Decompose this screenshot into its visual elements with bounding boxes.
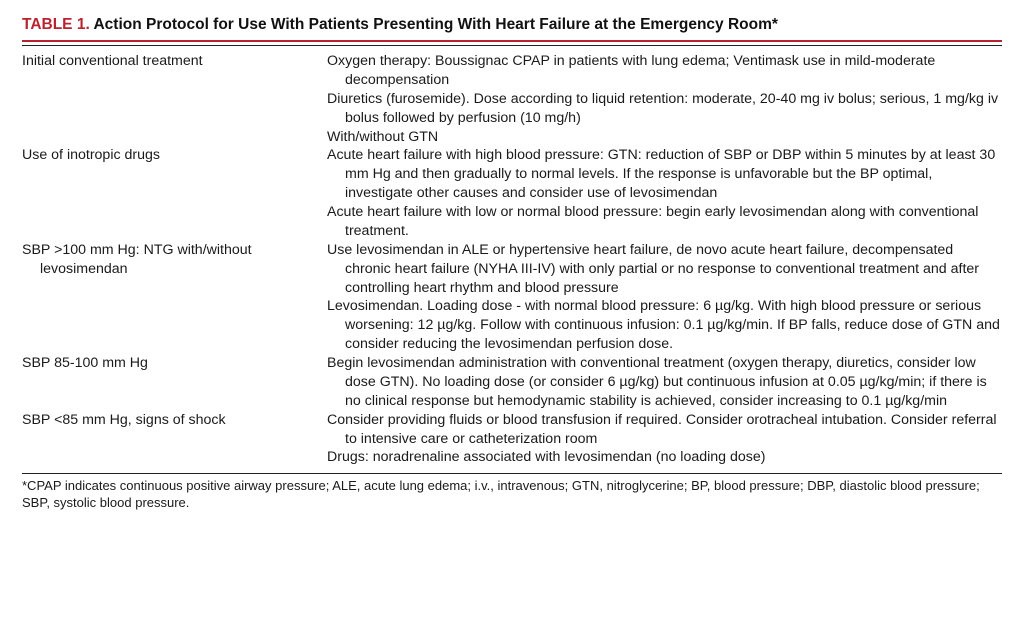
row-detail: Use levosimendan in ALE or hypertensive … bbox=[327, 241, 1002, 298]
row-category: SBP >100 mm Hg: NTG with/without levosim… bbox=[22, 241, 327, 279]
row-detail: Drugs: noradrenaline associated with lev… bbox=[327, 448, 1002, 467]
table-title-text: Action Protocol for Use With Patients Pr… bbox=[93, 16, 777, 33]
row-category-cell: SBP <85 mm Hg, signs of shock bbox=[22, 411, 327, 468]
table-row: SBP 85-100 mm HgBegin levosimendan admin… bbox=[22, 354, 1002, 411]
row-detail: Oxygen therapy: Boussignac CPAP in patie… bbox=[327, 52, 1002, 90]
row-category-cell: Use of inotropic drugs bbox=[22, 146, 327, 240]
row-category-cell: SBP >100 mm Hg: NTG with/without levosim… bbox=[22, 241, 327, 354]
protocol-table: Initial conventional treatmentOxygen the… bbox=[22, 52, 1002, 467]
table-footnote: *CPAP indicates continuous positive airw… bbox=[22, 478, 1002, 512]
row-detail-cell: Acute heart failure with high blood pres… bbox=[327, 146, 1002, 240]
table-container: TABLE 1. Action Protocol for Use With Pa… bbox=[22, 16, 1002, 512]
row-category: SBP 85-100 mm Hg bbox=[22, 354, 327, 373]
row-category: SBP <85 mm Hg, signs of shock bbox=[22, 411, 327, 430]
table-row: SBP <85 mm Hg, signs of shockConsider pr… bbox=[22, 411, 1002, 468]
row-detail-cell: Consider providing fluids or blood trans… bbox=[327, 411, 1002, 468]
table-row: SBP >100 mm Hg: NTG with/without levosim… bbox=[22, 241, 1002, 354]
row-detail: Diuretics (furosemide). Dose according t… bbox=[327, 90, 1002, 128]
row-category: Initial conventional treatment bbox=[22, 52, 327, 71]
table-row: Initial conventional treatmentOxygen the… bbox=[22, 52, 1002, 146]
top-rule bbox=[22, 40, 1002, 46]
row-detail: Begin levosimendan administration with c… bbox=[327, 354, 1002, 411]
table-label: TABLE 1. bbox=[22, 16, 90, 33]
row-detail-cell: Oxygen therapy: Boussignac CPAP in patie… bbox=[327, 52, 1002, 146]
row-detail: Acute heart failure with low or normal b… bbox=[327, 203, 1002, 241]
table-row: Use of inotropic drugsAcute heart failur… bbox=[22, 146, 1002, 240]
row-category-cell: SBP 85-100 mm Hg bbox=[22, 354, 327, 411]
protocol-body: Initial conventional treatmentOxygen the… bbox=[22, 52, 1002, 467]
row-detail-cell: Begin levosimendan administration with c… bbox=[327, 354, 1002, 411]
row-category: Use of inotropic drugs bbox=[22, 146, 327, 165]
table-title: TABLE 1. Action Protocol for Use With Pa… bbox=[22, 16, 1002, 40]
row-detail: With/without GTN bbox=[327, 128, 1002, 147]
row-detail: Consider providing fluids or blood trans… bbox=[327, 411, 1002, 449]
row-detail-cell: Use levosimendan in ALE or hypertensive … bbox=[327, 241, 1002, 354]
bottom-rule: *CPAP indicates continuous positive airw… bbox=[22, 473, 1002, 512]
row-category-cell: Initial conventional treatment bbox=[22, 52, 327, 146]
row-detail: Acute heart failure with high blood pres… bbox=[327, 146, 1002, 203]
row-detail: Levosimendan. Loading dose - with normal… bbox=[327, 297, 1002, 354]
